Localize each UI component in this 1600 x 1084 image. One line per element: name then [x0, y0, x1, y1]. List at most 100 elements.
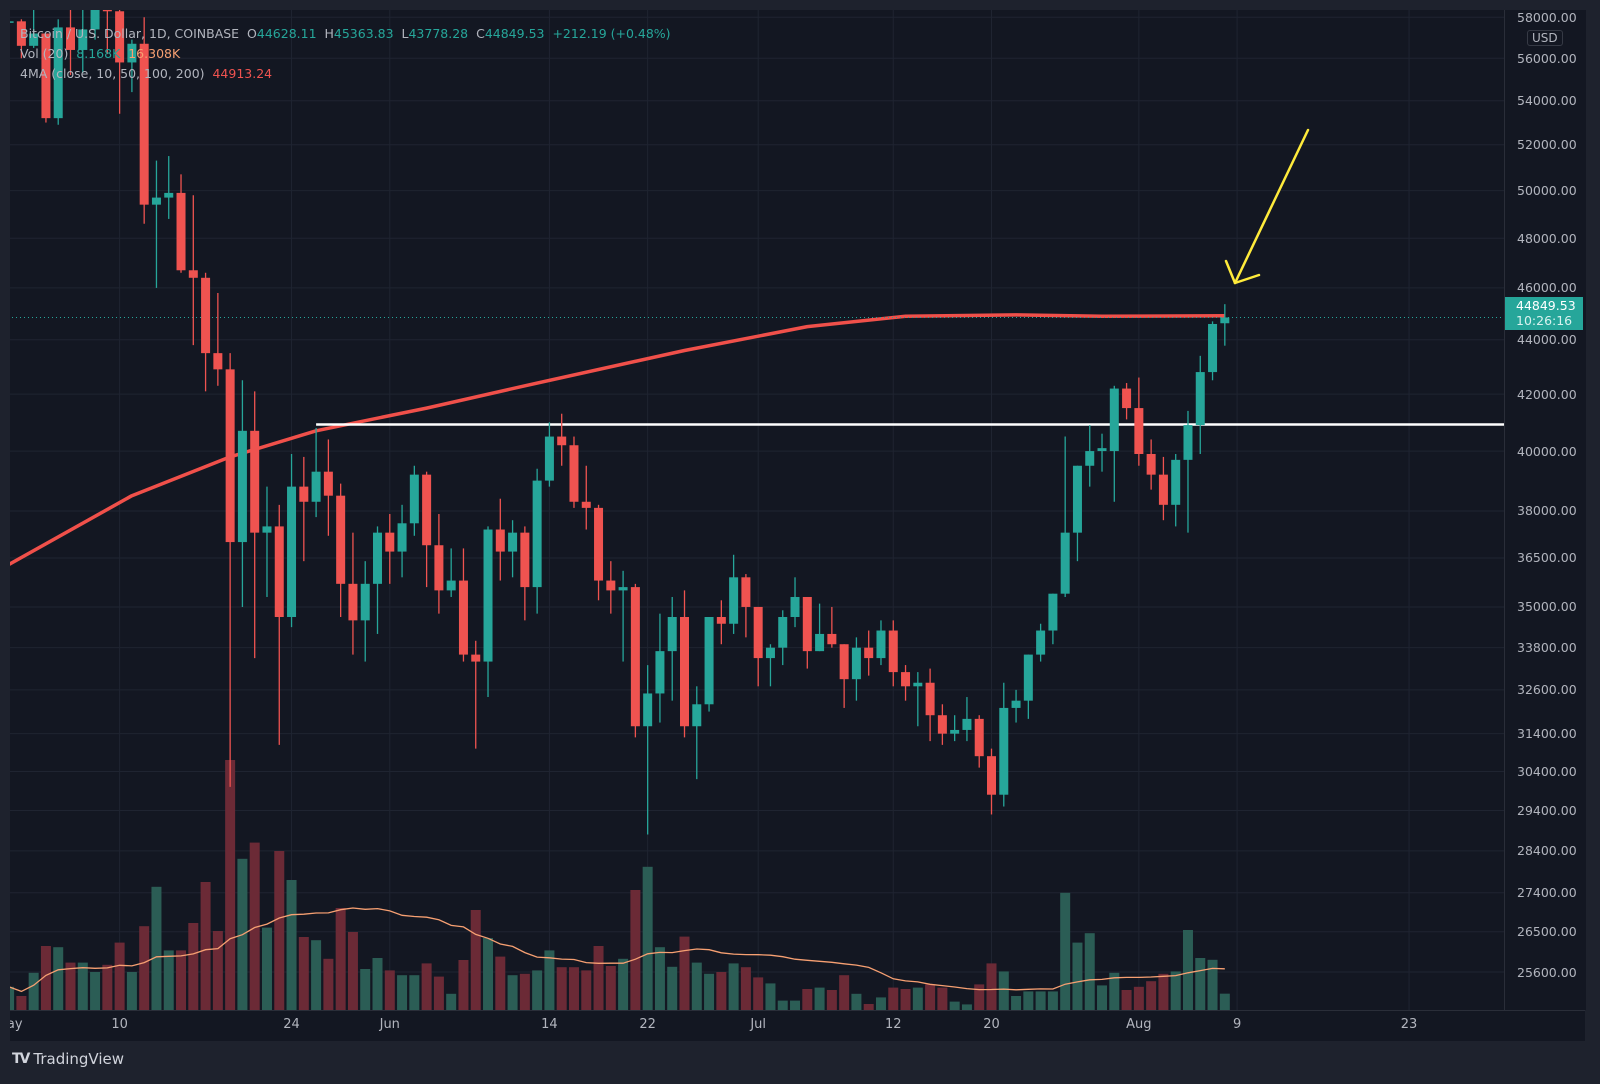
time-axis[interactable]: May 10 24 Jun 14 22 Jul 12 20 Aug 9 23	[10, 1010, 1585, 1041]
volume-bar	[90, 972, 101, 1010]
candle-body	[10, 21, 14, 23]
volume-bar	[335, 908, 346, 1010]
time-tick-label: 14	[541, 1017, 558, 1032]
candle-body	[458, 580, 468, 655]
volume-bar	[740, 967, 751, 1010]
volume-ma-line	[10, 907, 1225, 993]
volume-bar	[1182, 930, 1193, 1010]
volume-bar	[1219, 993, 1230, 1010]
candle-body	[1023, 654, 1033, 701]
volume-bar	[274, 851, 285, 1010]
candle-body	[385, 532, 395, 552]
candle-body	[618, 587, 628, 591]
candle-body	[667, 616, 677, 652]
price-tick-label: 46000.00	[1517, 280, 1577, 296]
volume-bar	[1084, 933, 1095, 1010]
volume-bar	[1195, 958, 1206, 1010]
volume-indicator-label[interactable]: Vol (20)	[20, 46, 69, 61]
tradingview-logo-icon: TV	[12, 1051, 30, 1067]
volume-bar	[888, 987, 899, 1010]
candle-body	[434, 545, 444, 591]
volume-bar	[679, 936, 690, 1010]
price-chart[interactable]	[10, 10, 1504, 1010]
volume-bar	[311, 940, 322, 1010]
candle-body	[802, 596, 812, 652]
price-tick-label: 31400.00	[1517, 726, 1577, 742]
footer: TV TradingView	[0, 1040, 1600, 1084]
candle-body	[851, 647, 861, 680]
volume-bar	[53, 947, 64, 1010]
currency-badge[interactable]: USD	[1527, 30, 1563, 46]
candle-body	[90, 10, 100, 30]
volume-bar	[483, 938, 494, 1010]
volume-bar	[1146, 981, 1157, 1010]
volume-bar	[458, 960, 469, 1010]
candle-body	[78, 29, 88, 50]
volume-bar	[998, 971, 1009, 1010]
candle-body	[569, 445, 579, 502]
candle-body	[53, 27, 63, 119]
candle-body	[1134, 408, 1144, 454]
volume-bar	[28, 972, 39, 1010]
volume-bar	[1011, 996, 1022, 1010]
candle-body	[471, 654, 481, 662]
volume-bar	[10, 986, 15, 1010]
chart-pane[interactable]	[10, 10, 1504, 1010]
volume-bar	[77, 962, 88, 1010]
price-axis[interactable]: 58000.00 56000.00 54000.00 52000.00 50000.00…	[1504, 10, 1586, 1010]
volume-bar	[618, 958, 629, 1010]
volume-bar	[519, 973, 530, 1010]
candle-body	[606, 580, 616, 591]
open-value: 44628.11	[256, 26, 317, 41]
candle-body	[201, 277, 211, 354]
tradingview-logo[interactable]: TV TradingView	[12, 1050, 124, 1068]
candle-body	[1208, 323, 1218, 373]
candle-body	[483, 529, 493, 662]
low-label: L	[401, 26, 409, 41]
volume-ma-value: 16.308K	[128, 46, 181, 61]
volume-bar	[1060, 892, 1071, 1010]
volume-bar	[667, 966, 678, 1010]
price-tick-label: 44000.00	[1517, 332, 1577, 348]
candle-body	[151, 197, 161, 205]
candle-body	[102, 10, 112, 12]
candle-body	[1171, 459, 1181, 505]
candle-body	[1097, 448, 1107, 452]
volume-bar	[323, 958, 334, 1010]
candle-body	[1036, 630, 1046, 655]
volume-bar	[139, 926, 150, 1010]
ma-200-line	[10, 313, 1225, 566]
candle-body	[925, 682, 935, 716]
volume-bar	[446, 993, 457, 1010]
candle-body	[680, 616, 689, 727]
volume-bar	[298, 937, 309, 1010]
bar-countdown: 10:26:16	[1516, 313, 1573, 329]
volume-bar	[642, 866, 653, 1010]
legend-ma-row: 4MA (close, 10, 50, 100, 200) 44913.24	[20, 64, 671, 84]
volume-bar	[851, 993, 862, 1010]
candle-body	[250, 430, 260, 533]
candle-body	[29, 33, 39, 46]
candle-body	[594, 507, 604, 581]
ma-indicator-label[interactable]: 4MA (close, 10, 50, 100, 200)	[20, 66, 205, 81]
volume-bar	[409, 975, 420, 1010]
candle-body	[299, 486, 309, 502]
price-tick-label: 32600.00	[1517, 682, 1577, 698]
candle-body	[1072, 465, 1082, 533]
candle-body	[1085, 451, 1095, 466]
volume-bar	[421, 963, 432, 1010]
volume-bar	[691, 962, 702, 1010]
volume-bar	[875, 997, 886, 1010]
volume-bar	[495, 956, 506, 1010]
candle-body	[864, 647, 874, 659]
symbol-title[interactable]: Bitcoin / U.S. Dollar, 1D, COINBASE	[20, 26, 240, 41]
volume-bar	[704, 973, 715, 1010]
volume-bar	[102, 964, 113, 1010]
candle-body	[115, 11, 125, 63]
candle-body	[323, 471, 333, 496]
time-tick-label: 22	[639, 1017, 656, 1032]
volume-value: 8.168K	[76, 46, 121, 61]
candle-body	[581, 501, 591, 508]
volume-bar	[974, 984, 985, 1010]
volume-bar	[249, 842, 260, 1010]
